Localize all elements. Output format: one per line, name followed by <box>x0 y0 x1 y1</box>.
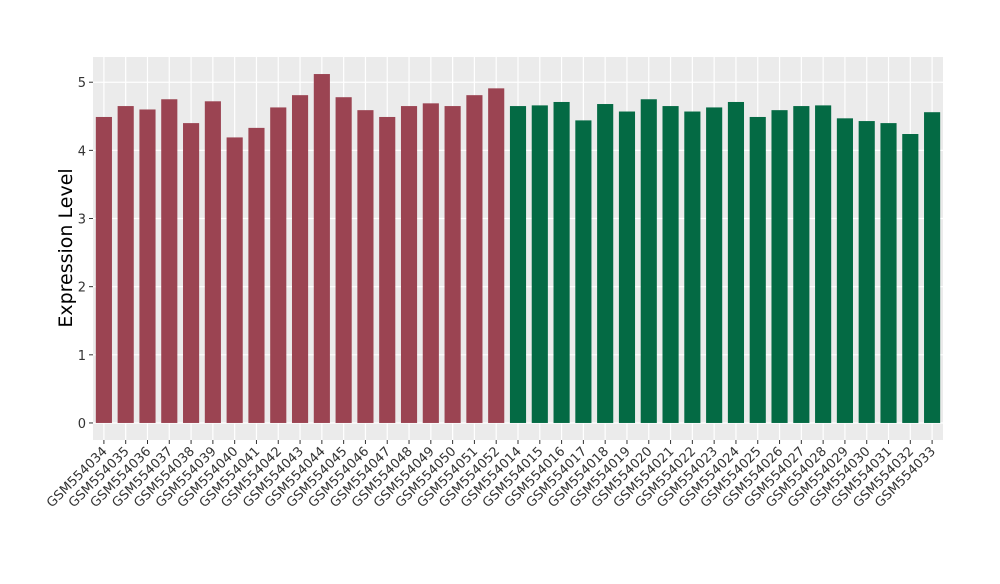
bar <box>836 118 853 423</box>
bar <box>662 106 679 423</box>
bar <box>400 106 418 423</box>
bar <box>815 105 832 423</box>
bar <box>880 123 897 423</box>
bar <box>684 111 701 423</box>
bar <box>727 101 745 423</box>
bar <box>161 99 178 423</box>
bar <box>95 116 112 423</box>
bar <box>248 127 265 423</box>
bar <box>357 110 374 423</box>
bar <box>640 99 657 423</box>
y-tick-label: 1 <box>78 349 86 364</box>
bar <box>793 106 810 423</box>
bar <box>575 120 592 423</box>
bar <box>553 101 570 423</box>
bar <box>422 103 439 423</box>
bar <box>183 123 200 423</box>
bar <box>117 106 134 423</box>
bar <box>335 97 352 423</box>
bar <box>226 137 243 423</box>
y-tick-label: 4 <box>78 144 86 159</box>
bar <box>706 107 723 423</box>
bar <box>858 121 875 423</box>
bar <box>139 109 156 423</box>
y-tick-label: 2 <box>78 281 86 296</box>
bar <box>531 105 548 423</box>
bar <box>488 88 505 423</box>
bar <box>204 101 221 423</box>
bar <box>771 110 788 423</box>
bar <box>313 74 330 423</box>
bar <box>618 111 636 423</box>
bar <box>379 116 396 423</box>
y-tick-label: 5 <box>78 76 86 91</box>
y-tick-label: 3 <box>78 213 86 228</box>
y-tick-label: 0 <box>78 417 86 432</box>
bar <box>902 134 919 423</box>
bar <box>270 107 287 423</box>
bar <box>444 106 461 423</box>
bar <box>597 104 614 423</box>
bar <box>291 95 309 423</box>
y-axis-label: Expression Level <box>55 168 77 327</box>
bar <box>924 112 941 423</box>
bar <box>466 95 483 423</box>
bar <box>749 116 766 423</box>
bar <box>509 106 527 423</box>
